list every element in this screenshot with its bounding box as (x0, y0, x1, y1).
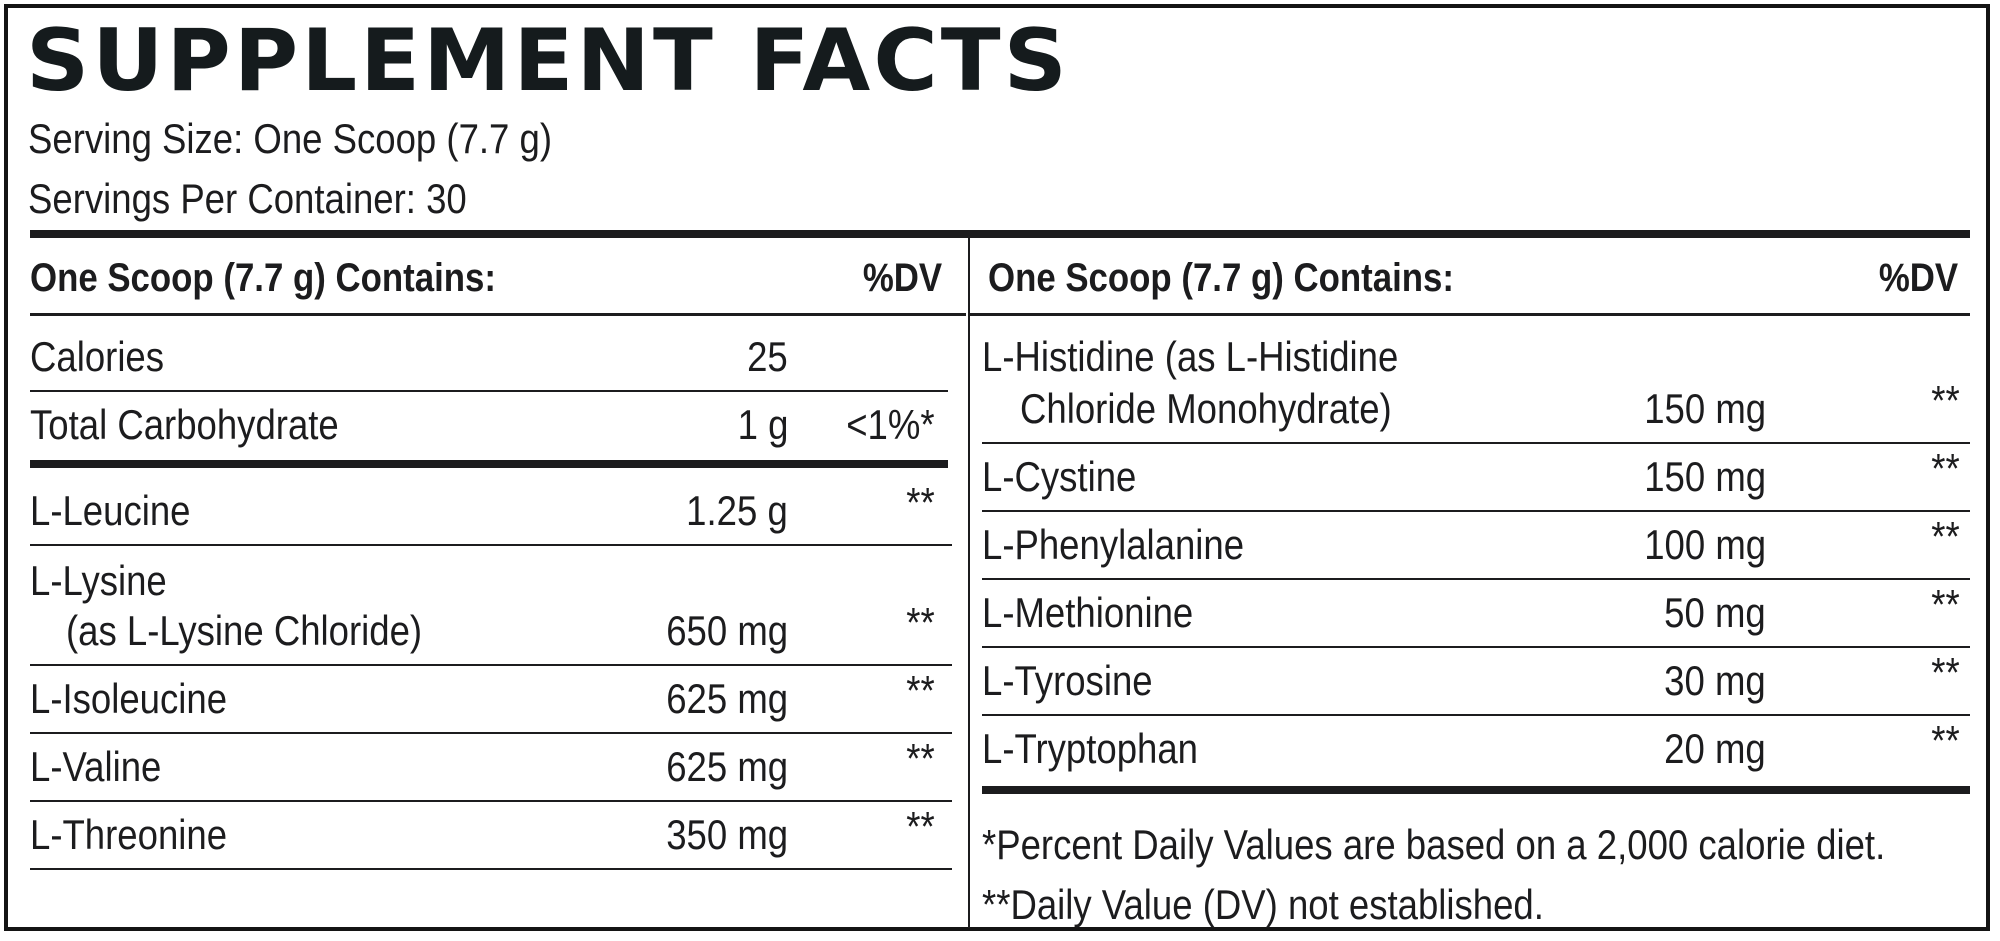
nutrient-name: L-Threonine (30, 811, 228, 858)
nutrient-amount: 625 mg (666, 743, 788, 790)
nutrient-name-line2: (as L-Lysine Chloride) (66, 607, 423, 654)
servings-per-container: Servings Per Container: 30 (28, 175, 467, 222)
nutrient-name: L-Tyrosine (982, 657, 1153, 704)
row-divider (30, 390, 948, 392)
row-divider (982, 578, 1970, 580)
right-column-header: One Scoop (7.7 g) Contains: (988, 256, 1454, 300)
nutrient-name: L-Methionine (982, 589, 1194, 636)
nutrient-name: L-Histidine (as L-Histidine (982, 333, 1399, 380)
right-header-rule (970, 313, 1970, 316)
nutrient-dv: ** (906, 599, 935, 646)
row-divider (30, 732, 952, 734)
left-dv-header: %DV (862, 256, 942, 300)
nutrient-amount: 20 mg (1664, 725, 1766, 772)
nutrient-name: L-Isoleucine (30, 675, 228, 722)
left-thick-rule (30, 460, 948, 468)
row-divider (30, 664, 952, 666)
nutrient-name: L-Cystine (982, 453, 1137, 500)
row-divider (30, 868, 952, 870)
nutrient-amount: 625 mg (666, 675, 788, 722)
nutrient-name: L-Leucine (30, 487, 191, 534)
panel-title: SUPPLEMENT FACTS (26, 11, 1070, 111)
row-divider (982, 442, 1970, 444)
row-divider (982, 510, 1970, 512)
left-header-rule (30, 313, 966, 316)
row-divider (982, 646, 1970, 648)
nutrient-amount: 50 mg (1664, 589, 1766, 636)
nutrient-name: L-Lysine (30, 557, 167, 604)
nutrient-dv: ** (1931, 445, 1960, 492)
row-divider (30, 544, 952, 546)
left-column-header: One Scoop (7.7 g) Contains: (30, 256, 496, 300)
nutrient-name: Calories (30, 333, 165, 380)
nutrient-amount: 1 g (737, 401, 788, 448)
footnote-percent-daily: *Percent Daily Values are based on a 2,0… (982, 821, 1886, 868)
nutrient-amount: 150 mg (1644, 385, 1766, 432)
nutrient-dv: ** (1931, 717, 1960, 764)
nutrient-dv: <1%* (846, 401, 935, 448)
nutrient-name: L-Valine (30, 743, 162, 790)
nutrient-amount: 25 (747, 333, 788, 380)
nutrient-name: Total Carbohydrate (30, 401, 339, 448)
nutrient-amount: 100 mg (1644, 521, 1766, 568)
row-divider (30, 800, 952, 802)
nutrient-name: L-Phenylalanine (982, 521, 1245, 568)
nutrient-dv: ** (906, 735, 935, 782)
nutrient-dv: ** (906, 479, 935, 526)
nutrient-dv: ** (1931, 513, 1960, 560)
nutrient-dv: ** (906, 803, 935, 850)
nutrient-amount: 350 mg (666, 811, 788, 858)
nutrient-name: L-Tryptophan (982, 725, 1198, 772)
row-divider (982, 714, 1970, 716)
nutrient-amount: 150 mg (1644, 453, 1766, 500)
right-thick-rule (982, 786, 1970, 794)
column-divider (968, 238, 970, 928)
nutrient-amount: 650 mg (666, 607, 788, 654)
nutrient-dv: ** (1931, 377, 1960, 424)
nutrient-name-line2: Chloride Monohydrate) (1020, 385, 1392, 432)
nutrient-dv: ** (1931, 649, 1960, 696)
serving-size: Serving Size: One Scoop (7.7 g) (28, 115, 553, 162)
top-thick-rule (30, 230, 1970, 238)
nutrient-amount: 30 mg (1664, 657, 1766, 704)
right-dv-header: %DV (1878, 256, 1958, 300)
nutrient-dv: ** (1931, 581, 1960, 628)
nutrient-dv: ** (906, 667, 935, 714)
nutrient-amount: 1.25 g (686, 487, 788, 534)
footnote-dv-not-established: **Daily Value (DV) not established. (982, 881, 1544, 928)
